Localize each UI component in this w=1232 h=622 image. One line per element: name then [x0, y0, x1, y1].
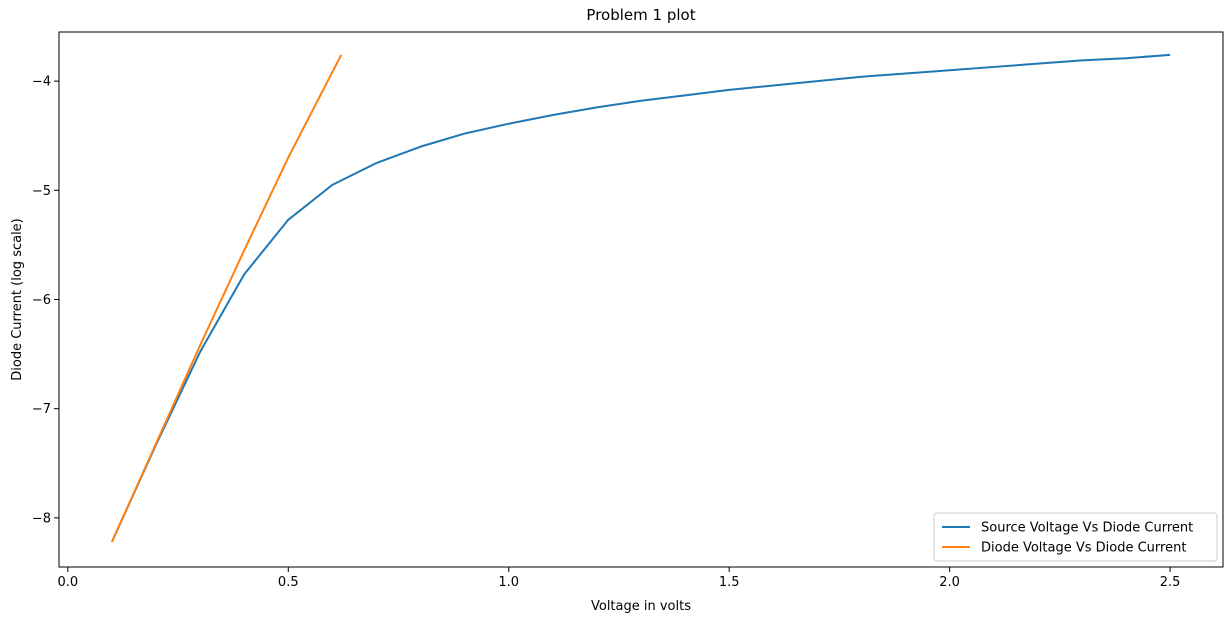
series-line-1 [110, 53, 1171, 543]
x-tick-label: 1.0 [498, 575, 519, 590]
y-axis-label: Diode Current (log scale) [10, 218, 25, 381]
chart-title: Problem 1 plot [586, 6, 695, 24]
x-tick-label: 0.0 [57, 575, 78, 590]
legend-box [933, 512, 1218, 562]
y-tick-label: −5 [32, 184, 51, 199]
legend: Source Voltage Vs Diode Current Diode Vol… [933, 512, 1218, 562]
y-tick-label: −4 [32, 75, 51, 90]
x-tick-label: 2.5 [1160, 575, 1181, 590]
legend-label-2: Diode Voltage Vs Diode Current [981, 541, 1186, 556]
x-tick-label: 1.5 [719, 575, 740, 590]
x-tick-label: 2.0 [939, 575, 960, 590]
x-axis-label: Voltage in volts [591, 599, 691, 614]
y-tick-label: −7 [32, 402, 51, 417]
plot-frame [58, 31, 1224, 568]
axis-ticks: 0.0 0.5 1.0 1.5 2.0 2.5 −8 −7 −6 −5 −4 [32, 75, 1181, 590]
plot-area [110, 53, 1171, 543]
series-line-2 [110, 54, 343, 543]
y-tick-label: −6 [32, 293, 51, 308]
y-tick-label: −8 [32, 511, 51, 526]
legend-label-1: Source Voltage Vs Diode Current [981, 521, 1193, 536]
x-tick-label: 0.5 [278, 575, 299, 590]
